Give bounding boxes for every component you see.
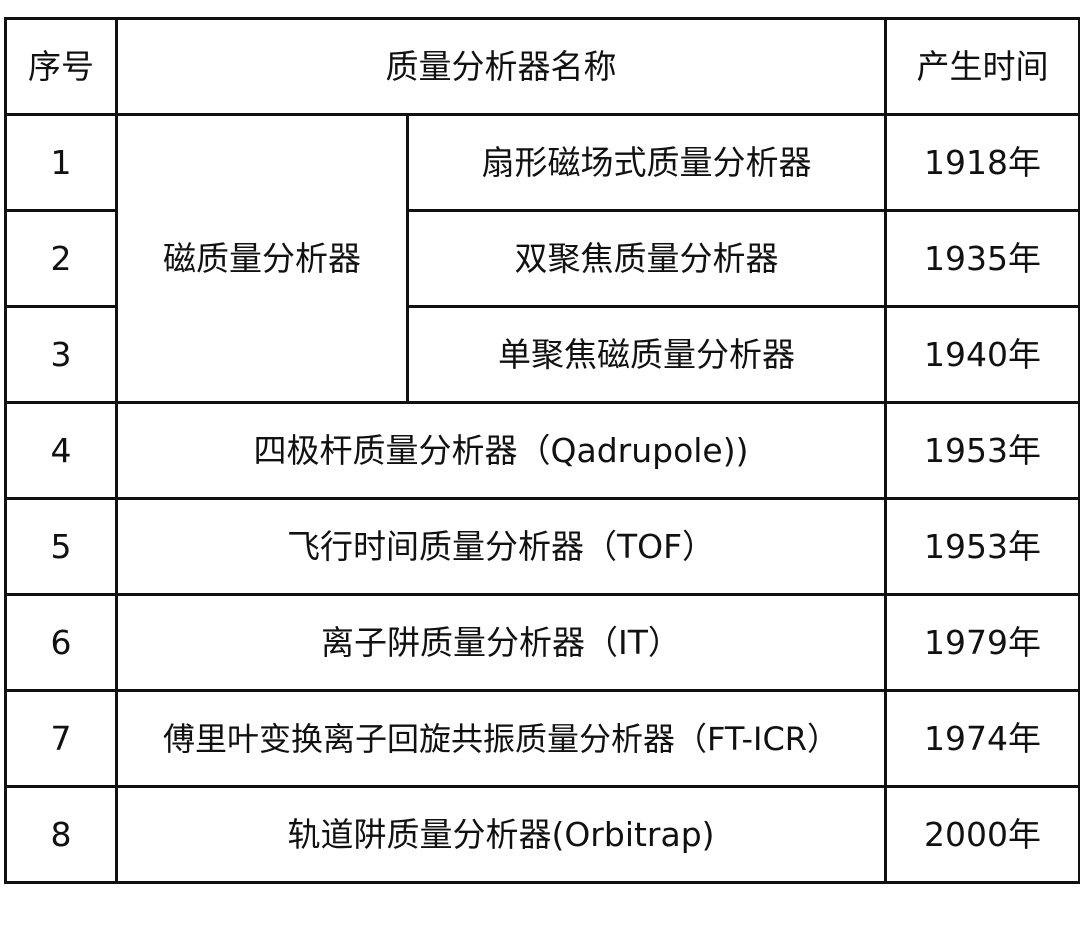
row-index: 5 [4, 497, 118, 596]
mass-analyzer-table: 序号 质量分析器名称 产生时间 1 磁质量分析器 扇形磁场式质量分析器 1918… [4, 17, 1080, 884]
row-time: 2000年 [884, 785, 1080, 884]
row-index: 4 [4, 401, 118, 500]
row-time: 1918年 [884, 113, 1080, 212]
table-row: 3 单聚焦磁质量分析器 1940年 [4, 305, 1080, 404]
row-time: 1953年 [884, 497, 1080, 596]
row-index: 7 [4, 689, 118, 788]
row-name: 四极杆质量分析器（Qadrupole)) [115, 401, 887, 500]
table-row: 6 离子阱质量分析器（IT） 1979年 [4, 593, 1080, 692]
row-time: 1979年 [884, 593, 1080, 692]
row-time: 1940年 [884, 305, 1080, 404]
row-name: 单聚焦磁质量分析器 [406, 305, 887, 404]
header-index: 序号 [4, 17, 118, 116]
magnetic-group-cell: 磁质量分析器 [115, 113, 409, 404]
row-time: 1935年 [884, 209, 1080, 308]
header-time: 产生时间 [884, 17, 1080, 116]
row-name: 傅里叶变换离子回旋共振质量分析器（FT-ICR） [115, 689, 887, 788]
header-row: 序号 质量分析器名称 产生时间 [4, 17, 1080, 116]
row-time: 1974年 [884, 689, 1080, 788]
table-row: 8 轨道阱质量分析器(Orbitrap) 2000年 [4, 785, 1080, 884]
table-row: 1 磁质量分析器 扇形磁场式质量分析器 1918年 [4, 113, 1080, 404]
table-row: 2 双聚焦质量分析器 1935年 [4, 209, 1080, 308]
row-index: 1 [4, 113, 118, 212]
row-index: 6 [4, 593, 118, 692]
row-name: 离子阱质量分析器（IT） [115, 593, 887, 692]
row-index: 8 [4, 785, 118, 884]
table-row: 4 四极杆质量分析器（Qadrupole)) 1953年 [4, 401, 1080, 500]
row-name: 飞行时间质量分析器（TOF） [115, 497, 887, 596]
row-name: 双聚焦质量分析器 [406, 209, 887, 308]
table-row: 5 飞行时间质量分析器（TOF） 1953年 [4, 497, 1080, 596]
table-row: 7 傅里叶变换离子回旋共振质量分析器（FT-ICR） 1974年 [4, 689, 1080, 788]
row-index: 2 [4, 209, 118, 308]
row-name: 扇形磁场式质量分析器 [406, 113, 887, 212]
row-index: 3 [4, 305, 118, 404]
header-name: 质量分析器名称 [115, 17, 887, 116]
row-time: 1953年 [884, 401, 1080, 500]
row-name: 轨道阱质量分析器(Orbitrap) [115, 785, 887, 884]
